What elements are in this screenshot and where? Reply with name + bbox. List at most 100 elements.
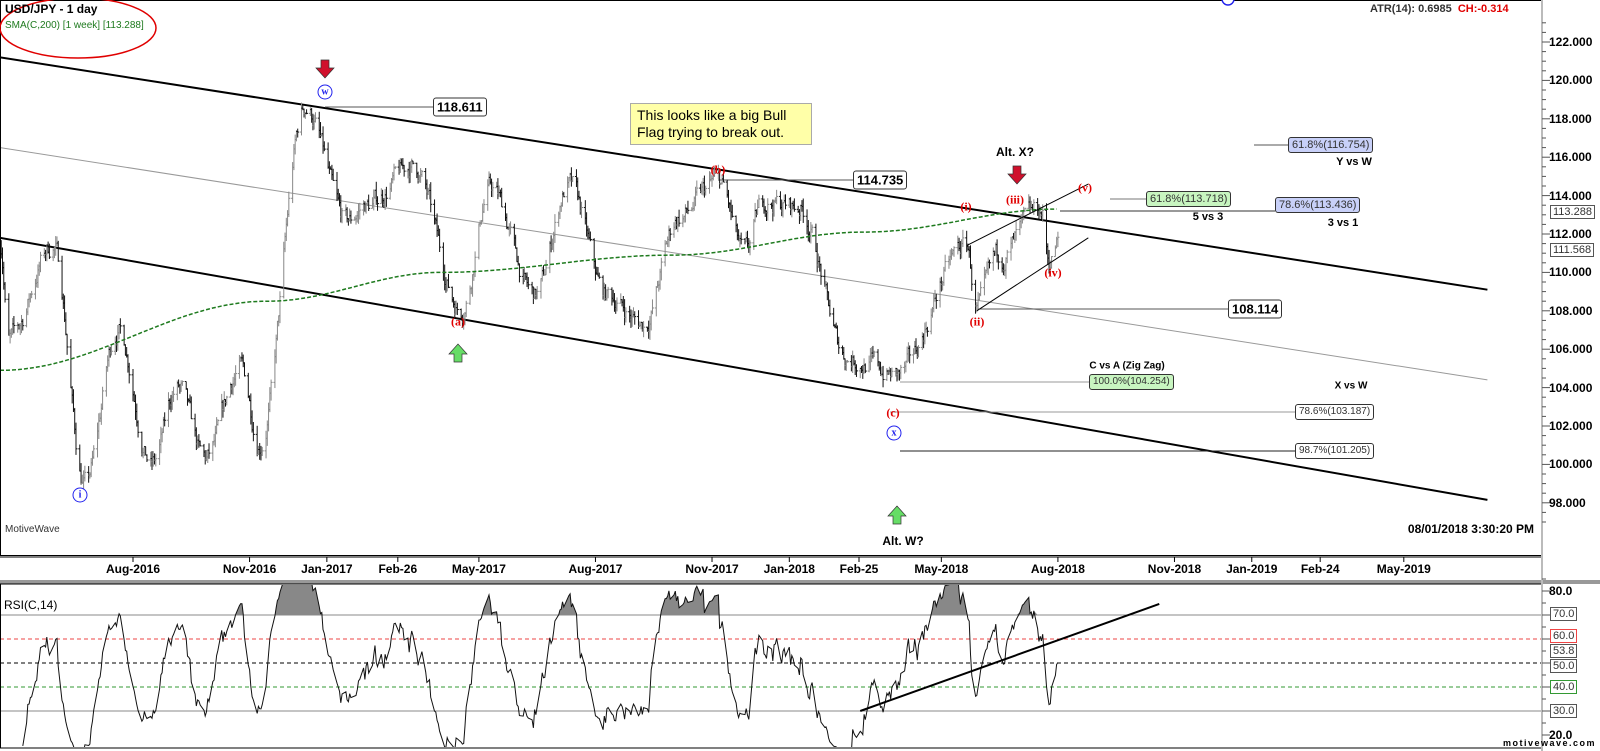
price-bar — [393, 166, 397, 170]
price-bar — [526, 276, 530, 290]
price-bar — [225, 395, 229, 406]
price-bar — [654, 285, 658, 317]
time-tick-label: Aug-2018 — [1030, 562, 1085, 576]
time-tick-label: Feb-24 — [1300, 562, 1340, 576]
sma-200-line — [1, 208, 1057, 372]
price-bar — [180, 380, 184, 386]
price-tick-label: 100.000 — [1549, 457, 1593, 472]
wave-w-circle: w — [317, 84, 333, 100]
price-bar — [642, 321, 646, 338]
price-bar — [739, 232, 743, 245]
price-bar — [234, 365, 238, 386]
price-bar — [136, 420, 140, 438]
symbol-title: USD/JPY - 1 day — [5, 2, 98, 16]
price-bar — [47, 243, 51, 260]
price-bar — [127, 362, 131, 384]
price-bar — [943, 254, 947, 272]
rsi-last-tag: 53.8 — [1550, 644, 1578, 658]
price-bar — [970, 264, 974, 291]
c-vs-a-label: C vs A (Zig Zag) — [1089, 360, 1165, 372]
price-bar — [446, 273, 450, 289]
price-plot — [1, 56, 1488, 501]
price-bar — [3, 282, 7, 303]
price-bar — [553, 214, 557, 243]
price-bar — [491, 181, 495, 198]
rsi-60-tag: 60.0 — [1550, 629, 1578, 643]
price-bar — [118, 318, 122, 334]
price-bar — [832, 307, 836, 327]
price-bar — [246, 372, 250, 399]
price-bar — [402, 164, 406, 177]
price-bar — [477, 223, 481, 260]
wave-v-label: (v) — [1078, 180, 1092, 195]
price-bar — [296, 128, 300, 138]
price-tick-label: 120.000 — [1549, 73, 1593, 88]
time-tick-label: Aug-2017 — [568, 562, 623, 576]
price-bar — [917, 345, 921, 358]
price-bar — [571, 175, 575, 183]
price-tick-label: 106.000 — [1549, 342, 1593, 357]
time-tick-label: Nov-2016 — [222, 562, 277, 576]
atr-value: ATR(14): 0.6985 — [1370, 3, 1452, 15]
price-bar — [854, 364, 858, 377]
price-bar — [322, 141, 326, 152]
price-bar — [730, 204, 734, 218]
time-tick-label: Feb-26 — [378, 562, 418, 576]
rsi-70-tag: 70.0 — [1550, 607, 1578, 621]
price-bar — [580, 201, 584, 219]
price-bar — [305, 109, 309, 115]
atr-readout: ATR(14): 0.6985 CH:-0.314 — [1370, 3, 1509, 15]
fib-78-6-103-187: 78.6%(103.187) — [1295, 404, 1375, 420]
price-bar — [101, 386, 105, 410]
price-bar — [420, 169, 424, 177]
wedge-lower-line — [976, 237, 1089, 312]
price-tick-label: 112.000 — [1549, 227, 1592, 241]
price-bar — [659, 257, 663, 281]
price-bar — [56, 240, 60, 262]
price-bar — [331, 168, 335, 181]
price-bar — [455, 302, 459, 316]
price-bar — [544, 259, 548, 276]
price-bar — [438, 228, 442, 253]
price-bar — [482, 199, 486, 214]
price-bar — [251, 421, 255, 442]
price-bar — [872, 350, 876, 358]
price-bar — [952, 246, 956, 257]
price-bar — [30, 290, 34, 299]
channel-lower-line — [1, 237, 1488, 501]
price-bar — [624, 307, 628, 323]
wave-iv-label: (iv) — [1044, 265, 1062, 280]
time-tick-label: Jan-2018 — [763, 562, 815, 576]
price-bar — [384, 186, 388, 207]
fib-78-6-113-436: 78.6%(113.436) — [1275, 197, 1361, 213]
price-bar — [69, 338, 73, 389]
price-bar — [650, 299, 654, 315]
price-bar — [74, 422, 78, 455]
up-arrow-icon — [448, 343, 468, 363]
rsi-tick-label: 80.0 — [1549, 584, 1573, 598]
alt-w-label: Alt. W? — [882, 534, 924, 548]
rsi-50-tag: 50.0 — [1550, 659, 1578, 673]
price-bar — [757, 194, 761, 209]
price-bar — [349, 210, 353, 224]
price-tick-label: 104.000 — [1549, 380, 1593, 395]
rsi-line — [22, 585, 1059, 747]
fib-61-8-113-718: 61.8%(113.718) — [1146, 191, 1232, 207]
price-tick-label: 116.000 — [1549, 150, 1592, 165]
price-tick-label: 114.000 — [1549, 188, 1592, 203]
wave-i-circle: i — [72, 487, 88, 503]
x-vs-w-label: X vs W — [1334, 380, 1368, 392]
price-bar — [792, 198, 796, 212]
price-bar — [367, 194, 371, 212]
time-tick-label: May-2017 — [451, 562, 506, 576]
price-bar — [313, 112, 317, 123]
price-bar — [961, 229, 965, 248]
fib-98-7-101-205: 98.7%(101.205) — [1295, 443, 1375, 459]
price-bar — [189, 396, 193, 420]
price-bar — [1005, 249, 1009, 264]
wave-i-label: (i) — [960, 199, 972, 214]
time-tick-label: May-2018 — [914, 562, 969, 576]
price-bar — [668, 228, 672, 242]
price-bar — [890, 367, 894, 378]
